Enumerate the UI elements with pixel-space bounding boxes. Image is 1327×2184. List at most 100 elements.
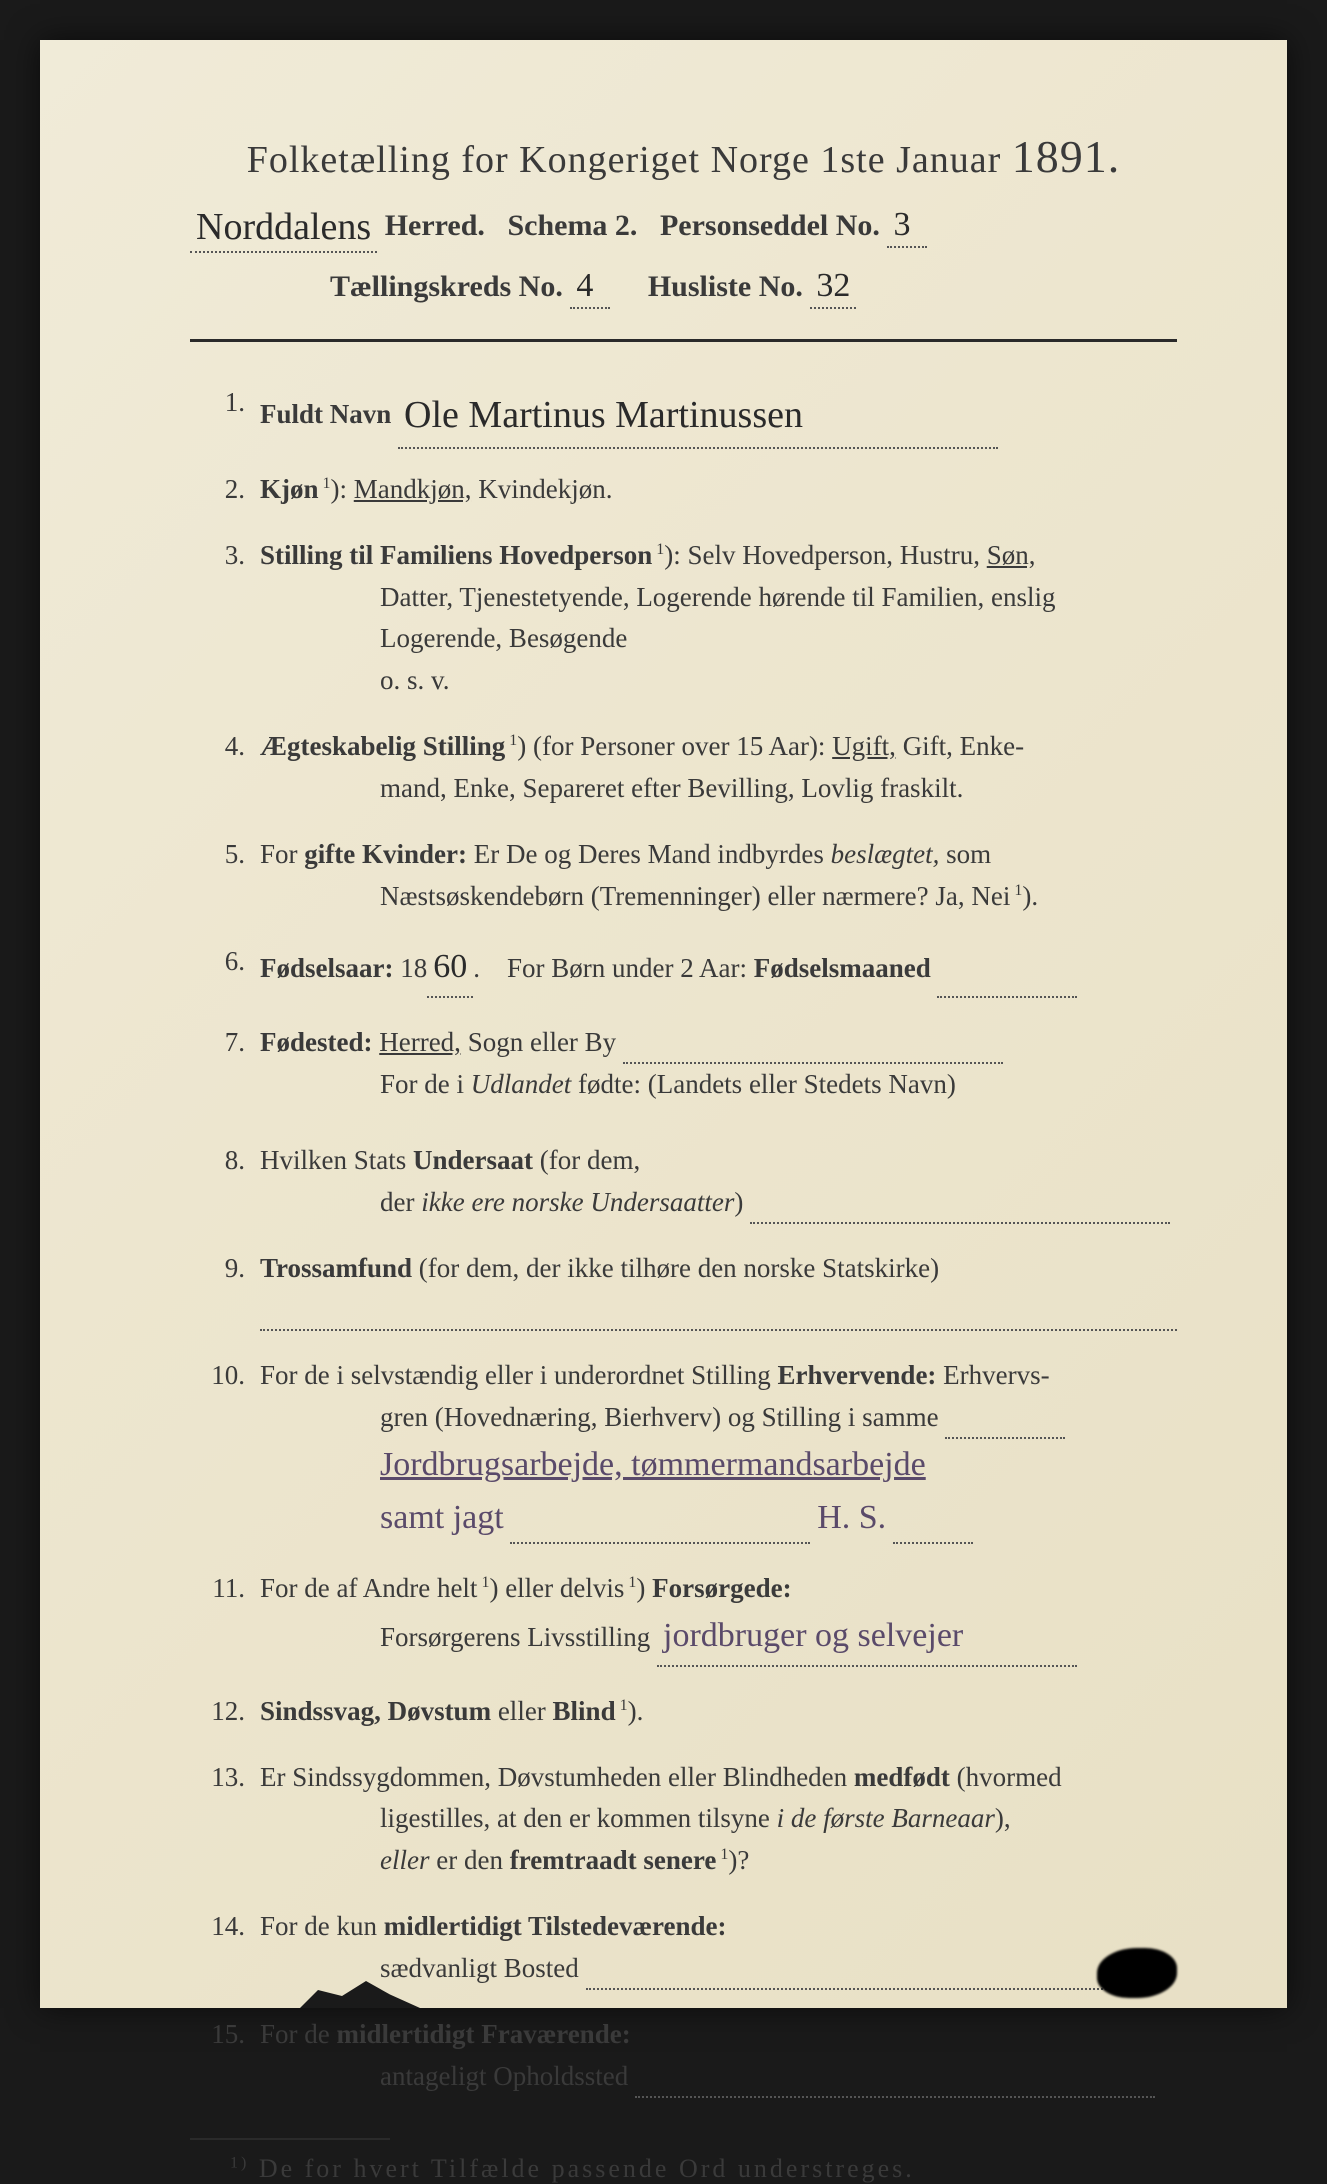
- q5-ital: beslægtet,: [831, 839, 940, 869]
- q13-l3a: eller: [380, 1845, 429, 1875]
- q15-bold: midlertidigt Fraværende:: [337, 2019, 631, 2049]
- q7-herred: Herred,: [379, 1027, 461, 1057]
- q8-l2a: der: [380, 1187, 414, 1217]
- q12-rest: eller: [498, 1696, 546, 1726]
- q11-hw: jordbruger og selvejer: [657, 1610, 1077, 1667]
- kreds-label: Tællingskreds No.: [330, 270, 563, 303]
- q3-l3: Logerende, Besøgende: [260, 618, 1177, 660]
- q13-l2a: ligestilles, at den er kommen tilsyne: [380, 1803, 770, 1833]
- q8-l2: der ikke ere norske Undersaatter): [260, 1182, 1177, 1224]
- q7-rest: Sogn eller By: [468, 1027, 617, 1057]
- q5-label: gifte Kvinder:: [304, 839, 467, 869]
- q11-sup1: 1: [477, 1574, 489, 1591]
- footnote: 1) De for hvert Tilfælde passende Ord un…: [190, 2154, 1177, 2184]
- q9-label: Trossamfund: [260, 1253, 412, 1283]
- personseddel-no: 3: [887, 206, 927, 248]
- footnote-text: De for hvert Tilfælde passende Ord under…: [259, 2154, 915, 2183]
- q8-l1a: Hvilken Stats: [260, 1145, 406, 1175]
- q4-l2: mand, Enke, Separeret efter Bevilling, L…: [260, 768, 1177, 810]
- q7-blank: [623, 1034, 1003, 1064]
- kreds-no: 4: [570, 267, 610, 309]
- q7: Fødested: Herred, Sogn eller By For de i…: [190, 1022, 1177, 1106]
- q11-sup2: 1: [624, 1574, 636, 1591]
- q9-blank: [260, 1293, 1177, 1331]
- q7-ital: Udlandet: [471, 1069, 572, 1099]
- q10-hw1: Jordbrugsarbejde, tømmermandsarbejde: [380, 1446, 926, 1483]
- q10-hw3: H. S.: [817, 1499, 886, 1536]
- q15-l2-text: antageligt Opholdssted: [380, 2061, 628, 2091]
- q10: For de i selvstændig eller i underordnet…: [190, 1355, 1177, 1544]
- q6-rest: For Børn under 2 Aar:: [507, 953, 747, 983]
- q8-ital: ikke ere norske Undersaatter: [421, 1187, 734, 1217]
- q3-son: Søn,: [987, 540, 1036, 570]
- q9-rest: (for dem, der ikke tilhøre den norske St…: [419, 1253, 939, 1283]
- personseddel-label: Personseddel No.: [660, 209, 880, 242]
- q14-l1: For de kun: [260, 1911, 377, 1941]
- q5-l1b: som: [946, 839, 991, 869]
- q8-bold: Undersaat: [413, 1145, 533, 1175]
- q14-l2-text: sædvanligt Bosted: [380, 1953, 579, 1983]
- q13-ital: i de første Barneaar: [777, 1803, 995, 1833]
- q1-value: Ole Martinus Martinussen: [398, 386, 998, 449]
- q11-l1b: eller delvis: [505, 1573, 624, 1603]
- header-row-2: Norddalens Herred. Schema 2. Personsedde…: [190, 201, 1177, 249]
- q10-hw-line1: Jordbrugsarbejde, tømmermandsarbejde: [260, 1439, 1177, 1492]
- q4: Ægteskabelig Stilling 1) (for Personer o…: [190, 726, 1177, 810]
- q14: For de kun midlertidigt Tilstedeværende:…: [190, 1906, 1177, 1990]
- q5-pre: For: [260, 839, 298, 869]
- q14-l2: sædvanligt Bosted: [260, 1948, 1177, 1990]
- q10-blank1: [945, 1409, 1065, 1439]
- q11: For de af Andre helt 1) eller delvis 1) …: [190, 1568, 1177, 1667]
- q3: Stilling til Familiens Hovedperson 1): S…: [190, 535, 1177, 702]
- q15-l2: antageligt Opholdssted: [260, 2056, 1177, 2098]
- q2-sup: 1: [319, 475, 331, 492]
- header-row-3: Tællingskreds No. 4 Husliste No. 32: [190, 267, 1177, 309]
- q4-sup: 1: [505, 732, 517, 749]
- q13-l3b: er den: [436, 1845, 503, 1875]
- schema-label: Schema 2.: [507, 209, 637, 242]
- q4-label: Ægteskabelig Stilling: [260, 731, 505, 761]
- q13-l1b: (hvormed: [957, 1762, 1062, 1792]
- q3-label: Stilling til Familiens Hovedperson: [260, 540, 652, 570]
- q5-l1a: Er De og Deres Mand indbyrdes: [474, 839, 824, 869]
- q2-mandkjon: Mandkjøn,: [354, 474, 472, 504]
- q13-sup: 1: [716, 1846, 728, 1863]
- q5-l2-text: Næstsøskendebørn (Tremenninger) eller næ…: [380, 881, 1010, 911]
- husliste-label: Husliste No.: [648, 270, 803, 303]
- q15-l1: For de: [260, 2019, 330, 2049]
- q7-l2: For de i Udlandet fødte: (Landets eller …: [260, 1064, 1177, 1106]
- q8-blank: [750, 1194, 1170, 1224]
- q12-sup: 1: [616, 1697, 628, 1714]
- question-list: Fuldt Navn Ole Martinus Martinussen Kjøn…: [190, 382, 1177, 2098]
- q11-l2: Forsørgerens Livsstilling jordbruger og …: [260, 1610, 1177, 1667]
- title-year: 1891.: [1012, 131, 1121, 182]
- herred-label: Herred.: [385, 209, 485, 242]
- title-text: Folketælling for Kongeriget Norge 1ste J…: [247, 139, 1002, 181]
- q4-ugift: Ugift,: [832, 731, 896, 761]
- q2-kvindekjon: Kvindekjøn.: [478, 474, 612, 504]
- q8-l1b: (for dem,: [540, 1145, 640, 1175]
- q1-label: Fuldt Navn: [260, 399, 391, 429]
- q3-sup: 1: [652, 541, 664, 558]
- q13-l1a: Er Sindssygdommen, Døvstumheden eller Bl…: [260, 1762, 847, 1792]
- q2-label: Kjøn: [260, 474, 319, 504]
- q8: Hvilken Stats Undersaat (for dem, der ik…: [190, 1140, 1177, 1224]
- q7-l2b: fødte: (Landets eller Stedets Navn): [578, 1069, 956, 1099]
- q10-blank2: [510, 1515, 810, 1545]
- title-line: Folketælling for Kongeriget Norge 1ste J…: [190, 130, 1177, 183]
- q3-l1a: Selv Hovedperson, Hustru,: [688, 540, 980, 570]
- q10-l1b: Erhvervs-: [943, 1360, 1049, 1390]
- q5-sup: 1: [1010, 882, 1022, 899]
- q5-l2: Næstsøskendebørn (Tremenninger) eller næ…: [260, 876, 1177, 918]
- q13-bold2: fremtraadt senere: [510, 1845, 717, 1875]
- q6-year: 60: [427, 941, 473, 998]
- q7-label: Fødested:: [260, 1027, 372, 1057]
- q10-bold: Erhvervende:: [777, 1360, 936, 1390]
- q13-l3: eller er den fremtraadt senere 1)?: [260, 1840, 1177, 1882]
- footnote-rule: [190, 2138, 390, 2140]
- q13-l2: ligestilles, at den er kommen tilsyne i …: [260, 1798, 1177, 1840]
- q12-bold2: Blind: [553, 1696, 616, 1726]
- q6-blank: [937, 968, 1077, 998]
- q11-bold: Forsørgede:: [652, 1573, 791, 1603]
- q14-blank: [586, 1960, 1146, 1990]
